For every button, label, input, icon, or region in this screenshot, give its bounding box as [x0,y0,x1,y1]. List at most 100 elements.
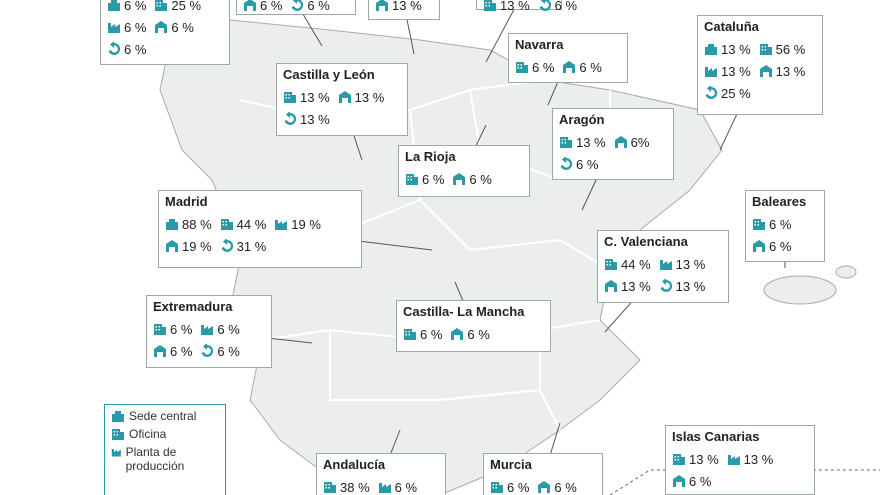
item: 6 % [200,322,240,337]
icon [376,0,388,11]
icon [404,329,416,340]
item-value: 6 % [769,238,792,254]
item-value: 6 % [420,326,443,342]
item-row: 13 % 13 % [672,448,808,470]
item-row: 13 % 56 % [704,38,816,60]
item: 13 % [727,451,774,467]
region-name: Aragón [559,112,605,127]
item: 6 % [403,327,442,342]
item-value: 6 % [217,343,240,359]
item: 13 % [559,135,606,150]
item-value: 6 % [422,171,445,187]
item: 6 % [559,157,598,172]
item-value: 13 % [392,0,422,13]
item-value: 6 % [507,479,530,495]
item: 19 % [165,239,212,254]
icon [491,482,503,493]
item-value: 6 % [689,473,712,489]
region-name: Castilla y León [283,67,375,82]
icon [112,411,124,422]
item: 6 % [562,59,602,75]
item-row: 6 % [559,153,667,175]
icon [673,454,685,465]
icon [753,219,765,230]
item: 56 % [759,41,806,57]
item-row: 6 % 6 % [243,0,349,16]
region-name: Castilla- La Mancha [403,304,525,319]
item: 13 % [659,257,705,272]
icon [560,137,572,148]
item: 6 % [154,20,194,35]
icon [338,91,351,103]
item-row: 6 % 6 % [107,16,223,38]
icon [154,324,166,335]
legend: Sede central Oficina Planta de producción [104,404,226,495]
item-value: 19 % [291,216,321,232]
item-row: 6 % 6 % [153,318,265,340]
region-box: Andalucía 38 % 6 % [316,453,446,495]
item: 13 % [672,452,719,467]
region-box: Baleares 6 % 6 % [745,190,825,262]
item: 25 % [154,0,201,13]
item-row: 6 % [672,470,808,492]
region-name: Extremadura [153,299,233,314]
item-value: 13 % [743,451,774,467]
item-value: 6 % [467,326,490,342]
item-row: 13 % 6% [559,131,667,153]
item-value: 25 % [721,85,751,101]
icon [605,259,617,270]
item-value: 44 % [236,216,267,232]
item-row: 13 % [375,0,433,16]
icon [221,239,233,252]
icon [453,173,466,185]
icon [108,23,120,33]
icon [201,344,214,357]
icon [406,174,418,185]
icon [155,21,168,33]
icon [539,0,551,11]
item-row: 13 % 13 % [704,60,816,82]
region-name: Madrid [165,194,208,209]
item-row: 6 % 6 % [403,323,544,345]
region-name: Andalucía [323,457,386,472]
item: 6 % [752,239,791,254]
item-value: 88 % [182,216,212,232]
item-value: 6 % [307,0,330,13]
item-row: 44 % 13 % [604,253,722,275]
item: 6% [614,135,649,150]
region-box: 6 % 25 % 6 % 6 % 6 % [100,0,230,65]
item: 13 % [338,89,385,105]
icon [614,136,627,148]
region-box: Cataluña 13 % 56 % 13 % 13 % 25 % [697,15,823,115]
item: 44 % [604,257,651,272]
icon [560,157,573,170]
item-value: 13 % [354,89,385,105]
item-value: 6 % [576,156,599,172]
item: 6 % [450,326,490,342]
item: 13 % [704,42,751,57]
icon [275,220,288,230]
item-value: 13 % [300,111,330,127]
icon [660,279,672,292]
region-box: 13 % [368,0,440,20]
item-row: 19 % 31 % [165,235,355,257]
item-value: 6 % [579,59,602,75]
item-value: 13 % [721,41,751,57]
icon [605,280,617,292]
icon [112,429,124,440]
item-row: 13 % 13 % [283,86,401,108]
region-box: 6 % 6 % [236,0,356,15]
legend-text: Oficina [129,427,167,441]
icon [759,65,772,77]
item-row: 38 % 6 % [323,476,439,495]
item-row: 6 % [752,213,818,235]
icon [155,0,168,11]
icon [753,240,765,252]
region-name: Navarra [515,37,564,52]
item-value: 6 % [124,19,147,35]
item-row: 13 % 6 % [483,0,577,16]
item: 88 % [165,217,212,232]
item-value: 56 % [775,41,806,57]
item-value: 13 % [500,0,530,13]
item-value: 19 % [182,238,212,254]
